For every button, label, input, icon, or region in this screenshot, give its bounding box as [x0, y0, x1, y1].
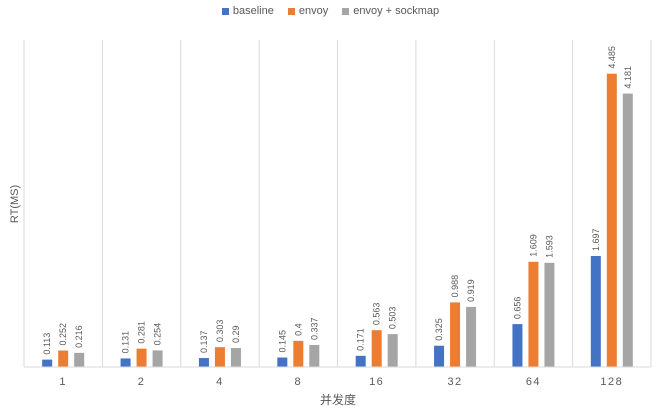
data-label: 0.137 [199, 331, 209, 354]
legend-item-envoy-sockmap: envoy + sockmap [342, 5, 439, 17]
bar [434, 345, 445, 367]
legend-swatch-baseline [221, 7, 229, 15]
bar [528, 261, 539, 367]
x-tick-labels: 1 2 4 8 16 32 64 128 [59, 376, 623, 388]
data-label: 0.503 [388, 307, 398, 330]
data-label: 0.337 [309, 317, 319, 340]
data-label: 0.145 [277, 330, 287, 353]
bar [512, 324, 523, 367]
data-label: 4.485 [607, 46, 617, 69]
x-tick-label: 4 [216, 376, 224, 388]
data-label: 0.919 [466, 279, 476, 302]
x-tick-label: 8 [295, 376, 303, 388]
bar [58, 350, 69, 367]
bar [120, 358, 131, 367]
data-label: 1.593 [544, 235, 554, 258]
bar [230, 348, 241, 367]
data-label: 4.181 [623, 66, 633, 89]
data-label: 0.131 [121, 331, 131, 354]
bar [450, 302, 461, 367]
bar [622, 93, 633, 368]
data-labels: 0.113 0.252 0.216 0.131 0.281 0.254 0.137 0.303… [42, 46, 633, 354]
bar [42, 359, 53, 367]
legend-label-baseline: baseline [232, 5, 274, 17]
y-axis-title: RT(MS) [9, 185, 21, 223]
data-label: 0.563 [372, 303, 382, 326]
data-label: 0.29 [231, 326, 241, 344]
bar [590, 256, 601, 367]
x-tick-label: 64 [526, 376, 541, 388]
x-tick-label: 2 [138, 376, 146, 388]
bar [198, 358, 209, 367]
bar [74, 352, 85, 367]
bar [606, 73, 617, 367]
bar [466, 306, 477, 367]
bar [371, 330, 382, 367]
data-label: 0.252 [58, 323, 68, 346]
data-label: 0.303 [215, 320, 225, 343]
data-label: 0.656 [512, 297, 522, 320]
data-label: 0.988 [450, 275, 460, 298]
bars [42, 73, 633, 368]
legend-label-envoy: envoy [298, 5, 329, 17]
x-axis-title: 并发度 [320, 392, 356, 407]
data-label: 0.4 [293, 323, 303, 336]
data-label: 1.697 [591, 228, 601, 251]
bar [544, 262, 555, 367]
data-label: 0.113 [42, 333, 52, 355]
legend-label-envoy-sockmap: envoy + sockmap [353, 5, 440, 17]
legend-swatch-envoy [287, 7, 295, 15]
gridlines [23, 40, 652, 367]
data-label: 0.281 [137, 321, 147, 344]
bar [293, 340, 304, 367]
x-tick-label: 1 [59, 376, 67, 388]
bar [277, 357, 288, 367]
data-label: 0.254 [153, 323, 163, 346]
data-label: 0.325 [434, 318, 444, 341]
bar [152, 350, 163, 367]
x-tick-label: 128 [600, 376, 623, 388]
legend: baseline envoy envoy + sockmap [0, 5, 661, 17]
x-tick-label: 32 [447, 376, 462, 388]
bar [387, 334, 398, 367]
legend-item-baseline: baseline [221, 5, 274, 17]
legend-item-envoy: envoy [287, 5, 329, 17]
data-label: 1.609 [528, 234, 538, 257]
bar [355, 355, 366, 367]
bar [214, 347, 225, 367]
data-label: 0.216 [74, 325, 84, 348]
bar [309, 344, 320, 367]
bar [136, 348, 147, 367]
x-tick-label: 16 [369, 376, 384, 388]
data-label: 0.171 [356, 328, 366, 351]
legend-swatch-envoy-sockmap [342, 7, 350, 15]
